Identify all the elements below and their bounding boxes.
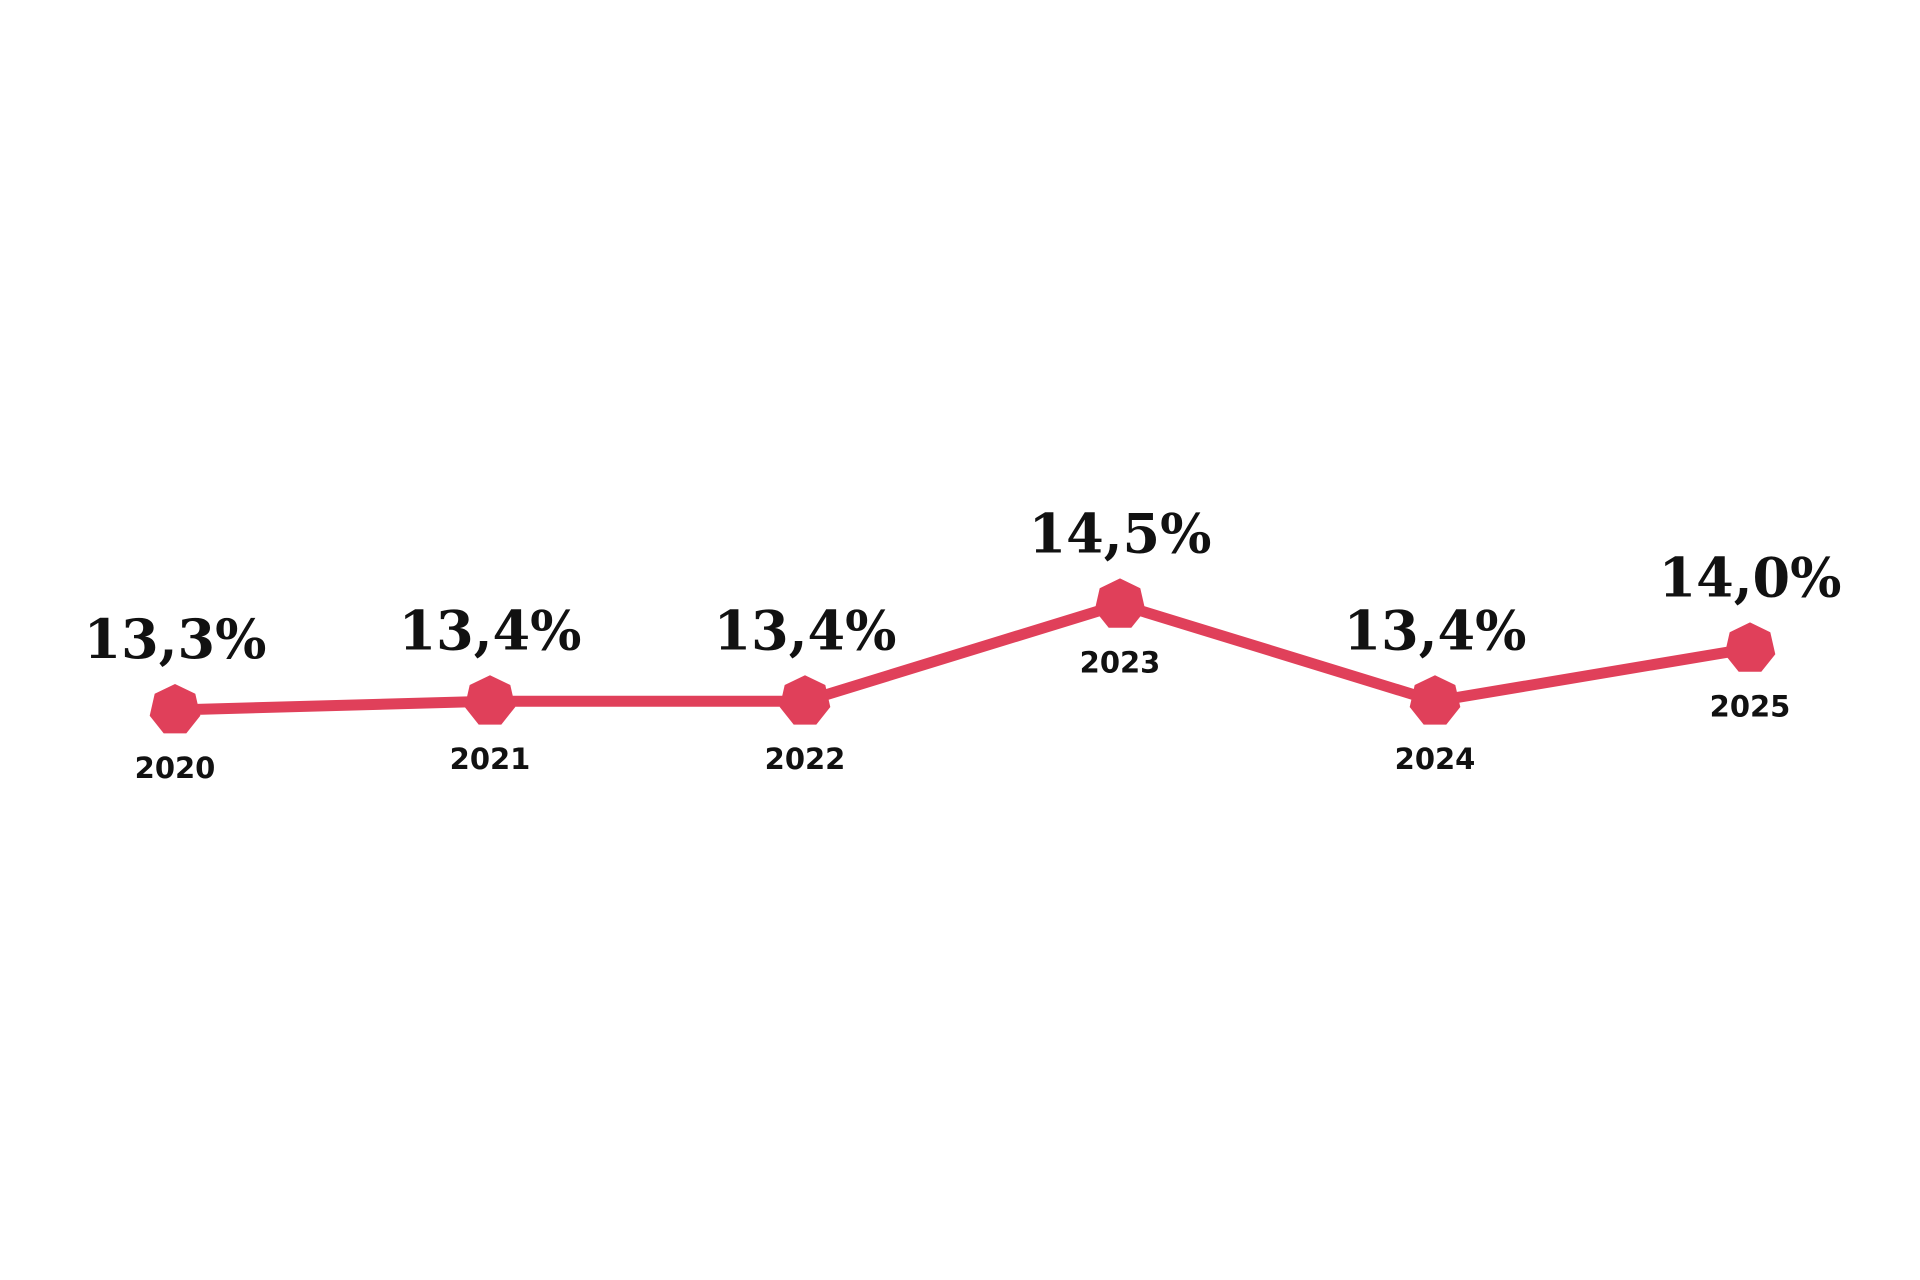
x-tick-label: 2022 bbox=[765, 742, 846, 776]
marker bbox=[779, 675, 831, 725]
marker bbox=[1094, 578, 1146, 628]
value-label: 14,5% bbox=[1029, 501, 1212, 565]
x-tick-label: 2024 bbox=[1395, 742, 1476, 776]
line bbox=[174, 598, 1751, 716]
x-tick-label: 2023 bbox=[1080, 645, 1161, 679]
marker bbox=[1724, 622, 1776, 672]
value-label: 13,4% bbox=[714, 598, 897, 662]
x-tick-label: 2020 bbox=[135, 751, 216, 785]
value-label: 13,3% bbox=[84, 607, 267, 671]
value-label: 14,0% bbox=[1659, 545, 1842, 609]
marker bbox=[464, 675, 516, 725]
x-tick-label: 2025 bbox=[1710, 689, 1791, 723]
x-tick-label: 2021 bbox=[450, 742, 531, 776]
value-label: 13,4% bbox=[399, 598, 582, 662]
marker bbox=[1409, 675, 1461, 725]
marker bbox=[149, 684, 201, 734]
value-label: 13,4% bbox=[1344, 598, 1527, 662]
